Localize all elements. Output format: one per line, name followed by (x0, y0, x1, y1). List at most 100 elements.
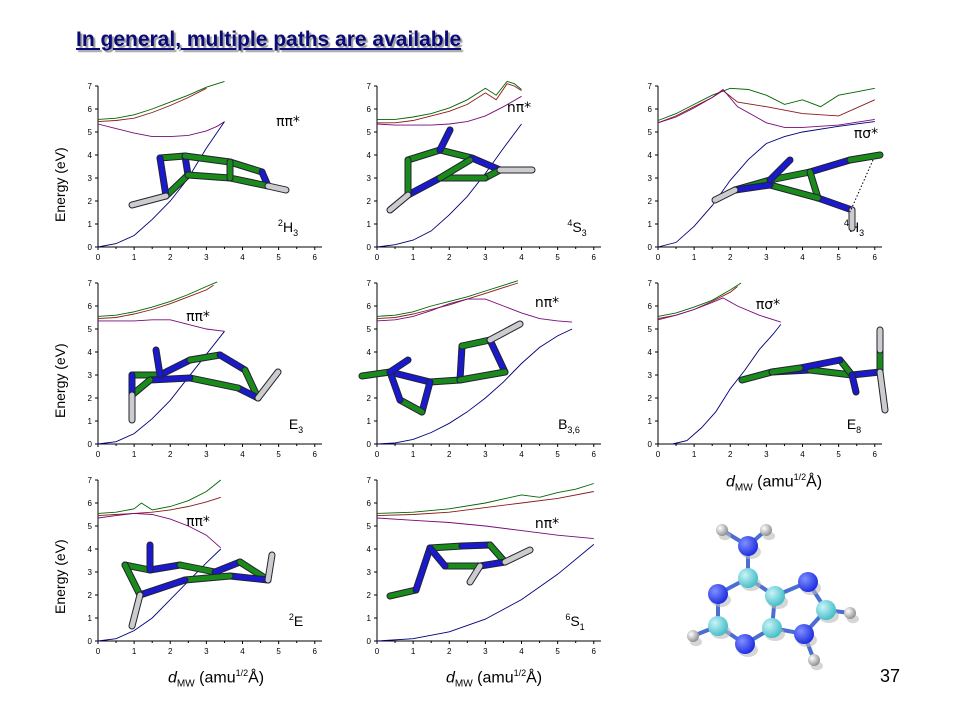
x-tick-label: 2 (168, 450, 173, 459)
bond (457, 369, 508, 383)
x-axis-label-col2: dMW (amu1/2Å) (446, 668, 542, 690)
x-axis-label-unit: (amu (477, 669, 514, 687)
bond (397, 397, 425, 415)
y-tick-label: 7 (367, 279, 372, 288)
hydrogen-atom (808, 654, 820, 666)
x-axis-label-superscript: 1/2 (793, 472, 807, 482)
x-tick-label: 4 (800, 450, 805, 459)
state-label: πσ* (756, 297, 780, 313)
x-tick-label: 3 (204, 450, 209, 459)
x-tick-label: 2 (168, 253, 173, 262)
bond (153, 347, 163, 378)
series-line-purple (97, 512, 222, 549)
conformer-superscript: 6 (565, 612, 570, 622)
conformer-structure (128, 152, 290, 209)
x-axis-label-subscript: MW (734, 482, 753, 494)
x-tick-label: 2 (447, 647, 452, 656)
y-tick-label: 6 (88, 105, 93, 114)
x-tick-label: 5 (276, 647, 281, 656)
bond (359, 369, 393, 379)
bond (177, 562, 218, 575)
carbon-atom (762, 618, 782, 638)
series-line-dark_green (377, 80, 522, 120)
conformer-name: E (294, 613, 303, 629)
y-tick-label: 5 (648, 325, 653, 334)
bond (182, 153, 233, 165)
x-tick-label: 0 (375, 647, 380, 656)
x-tick-label: 1 (132, 253, 137, 262)
y-tick-label: 2 (367, 394, 372, 403)
x-tick-label: 0 (96, 450, 101, 459)
bond (739, 369, 775, 383)
bond (129, 193, 169, 208)
y-tick-label: 6 (648, 302, 653, 311)
y-tick-label: 1 (88, 614, 93, 623)
series-line-brown (97, 87, 207, 123)
x-tick-label: 4 (519, 450, 524, 459)
series-line-navy (97, 548, 222, 642)
bond (457, 343, 465, 383)
y-tick-label: 2 (648, 394, 653, 403)
page-number: 37 (880, 666, 901, 686)
bond (732, 182, 773, 193)
bond (419, 379, 433, 415)
conformer-label: 6S1 (565, 612, 584, 632)
state-label: πσ* (854, 126, 878, 142)
y-tick-label: 0 (367, 637, 372, 646)
bond (187, 375, 241, 391)
x-tick-label: 1 (692, 450, 697, 459)
bond (487, 337, 508, 375)
conformer-structure (738, 326, 889, 414)
series-line-purple (97, 121, 225, 138)
x-tick-label: 0 (656, 450, 661, 459)
x-tick-label: 3 (483, 647, 488, 656)
bond (129, 592, 143, 629)
bond (427, 545, 448, 569)
y-tick-label: 5 (88, 522, 93, 531)
series-line-brown (657, 90, 875, 124)
bond (427, 377, 463, 385)
series-line-brown (97, 496, 221, 517)
bond (849, 369, 883, 378)
conformer-superscript: 2 (289, 612, 294, 622)
conformer-subscript: 3 (293, 228, 298, 238)
x-tick-label: 3 (764, 253, 769, 262)
series-line-navy (657, 121, 875, 248)
bond (185, 172, 233, 181)
bond (212, 559, 243, 575)
x-tick-label: 3 (483, 450, 488, 459)
bond (182, 573, 233, 583)
bond (387, 192, 411, 213)
x-tick-label: 1 (411, 450, 416, 459)
conformer-superscript: 4 (844, 218, 849, 228)
y-tick-label: 0 (648, 243, 653, 252)
nitrogen-atom (798, 572, 818, 592)
y-tick-label: 2 (648, 197, 653, 206)
y-tick-label: 0 (367, 440, 372, 449)
hydrogen-atom (844, 607, 856, 619)
bond (157, 153, 188, 161)
conformer-label: 4S3 (567, 218, 586, 238)
y-tick-label: 4 (367, 151, 372, 160)
x-tick-label: 0 (656, 253, 661, 262)
bond (807, 157, 853, 175)
carbon-atom (738, 568, 758, 588)
x-tick-label: 3 (204, 253, 209, 262)
energy-panel: 0 1 2 3 4 5 6 7 0 1 2 3 4 5 6 πσ* E8 (648, 279, 882, 459)
x-axis-label-col3: dMW (amu1/2Å) (726, 472, 822, 494)
x-tick-label: 6 (313, 647, 318, 656)
y-tick-label: 1 (367, 614, 372, 623)
conformer-structure (386, 126, 536, 214)
x-axis-label-superscript: 1/2 (513, 668, 527, 678)
x-tick-label: 6 (592, 253, 597, 262)
series-line-purple (376, 517, 594, 540)
x-tick-label: 5 (836, 450, 841, 459)
y-tick-label: 6 (367, 302, 372, 311)
y-tick-label: 6 (88, 302, 93, 311)
series-line-purple (98, 319, 225, 332)
x-tick-label: 1 (692, 253, 697, 262)
y-tick-label: 6 (648, 105, 653, 114)
bond (217, 352, 248, 373)
